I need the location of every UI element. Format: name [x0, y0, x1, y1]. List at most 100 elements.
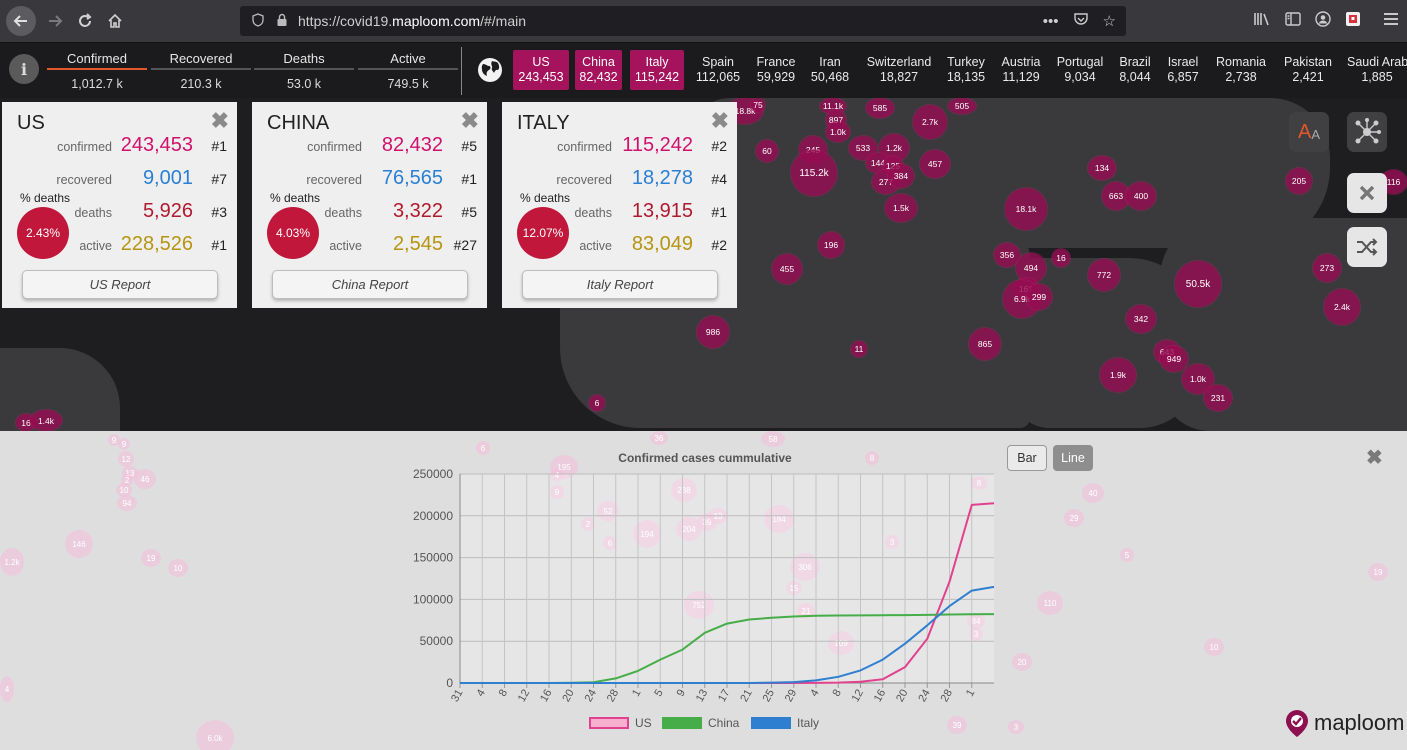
country-austria[interactable]: Austria 11,129 [998, 50, 1044, 90]
row-rank: #5 [461, 204, 477, 220]
close-icon[interactable]: ✖ [210, 108, 229, 133]
map-bubble[interactable]: 50.5k [1175, 261, 1221, 307]
bar-toggle-button[interactable]: Bar [1007, 445, 1047, 471]
map-bubble[interactable]: 6 [589, 395, 605, 411]
close-icon[interactable]: ✖ [1366, 447, 1383, 469]
globe-icon[interactable] [477, 57, 503, 83]
map-bubble[interactable]: 585 [866, 98, 894, 118]
map-bubble[interactable]: 75 [751, 98, 765, 112]
x-tick-label: 5 [652, 688, 665, 699]
country-iran[interactable]: Iran 50,468 [808, 50, 852, 90]
country-pakistan[interactable]: Pakistan 2,421 [1279, 50, 1337, 90]
map-bubble[interactable]: 60 [756, 140, 778, 162]
country-spain[interactable]: Spain 112,065 [694, 50, 742, 90]
clear-selection-button[interactable] [1347, 173, 1387, 213]
hamburger-menu-icon[interactable] [1383, 12, 1399, 30]
map-bubble-faded: 39 [947, 716, 967, 734]
map-bubble[interactable]: 11 [851, 341, 867, 357]
x-tick-label: 17 [716, 688, 733, 705]
library-icon[interactable] [1253, 11, 1271, 31]
map-bubble[interactable]: 1.9k [1100, 358, 1136, 392]
country-switzerland[interactable]: Switzerland 18,827 [864, 50, 934, 90]
country-romania[interactable]: Romania 2,738 [1213, 50, 1269, 90]
map-bubble-faded: 40 [1082, 483, 1104, 503]
pct-deaths-badge: 4.03% [267, 207, 319, 259]
legend-item-china[interactable]: China [662, 715, 739, 731]
url-bar[interactable]: https://covid19.maploom.com/#/main ••• ☆ [240, 6, 1126, 36]
stat-value: 210.3 k [180, 77, 222, 91]
map-bubble[interactable]: 196 [818, 232, 844, 258]
map-bubble[interactable]: 231 [1204, 385, 1232, 411]
country-name: Switzerland [866, 55, 932, 69]
map-bubble[interactable]: 384 [888, 164, 914, 188]
account-icon[interactable] [1315, 11, 1331, 31]
country-china[interactable]: China 82,432 [575, 50, 622, 90]
map-bubble-faded: 58 [761, 431, 785, 447]
country-portugal[interactable]: Portugal 9,034 [1054, 50, 1106, 90]
tab-active[interactable]: Active 749.5 k [358, 43, 458, 99]
close-icon[interactable]: ✖ [710, 108, 729, 133]
map-bubble[interactable]: 400 [1126, 182, 1156, 210]
map-bubble[interactable]: 505 [948, 98, 976, 114]
lock-icon[interactable] [276, 13, 288, 30]
map-bubble-faded: 10 [1204, 638, 1224, 656]
back-arrow-icon[interactable] [6, 6, 36, 36]
map-bubble[interactable]: 115.2k [791, 150, 837, 196]
map-bubble[interactable]: 2.7k [913, 105, 947, 139]
country-us[interactable]: US 243,453 [513, 50, 569, 90]
forward-arrow-icon[interactable] [40, 6, 70, 36]
maploom-logo[interactable]: maploom [1284, 708, 1404, 738]
map-bubble[interactable]: 1.0k [826, 122, 850, 142]
map-bubble-faded: 6 [603, 536, 617, 550]
map-bubble[interactable]: 342 [1126, 305, 1156, 333]
map-bubble[interactable]: 16 [1052, 249, 1070, 267]
shuffle-button[interactable] [1347, 227, 1387, 267]
country-brazil[interactable]: Brazil 8,044 [1115, 50, 1155, 90]
map-bubble[interactable]: 772 [1088, 259, 1120, 291]
reload-icon[interactable] [70, 6, 100, 36]
country-saudi-arabia[interactable]: Saudi Arab 1,885 [1347, 50, 1407, 90]
country-israel[interactable]: Israel 6,857 [1164, 50, 1202, 90]
country-france[interactable]: France 59,929 [752, 50, 800, 90]
tab-recovered[interactable]: Recovered 210.3 k [151, 43, 251, 99]
us-report-button[interactable]: US Report [22, 270, 218, 299]
tab-confirmed[interactable]: Confirmed 1,012.7 k [47, 43, 147, 99]
bookmark-star-icon[interactable]: ☆ [1102, 13, 1116, 30]
map-bubble[interactable]: 2.4k [1324, 289, 1360, 325]
shield-icon[interactable] [252, 12, 264, 30]
map-bubble[interactable]: 1.4k [30, 410, 62, 431]
network-icon [1355, 118, 1381, 144]
map-bubble[interactable]: 356 [994, 243, 1020, 267]
china-report-button[interactable]: China Report [272, 270, 468, 299]
map-bubble[interactable]: 457 [920, 150, 950, 178]
more-options-icon[interactable]: ••• [1042, 12, 1059, 30]
home-icon[interactable] [100, 6, 130, 36]
map-bubble[interactable]: 299 [1026, 284, 1052, 310]
map-bubble[interactable]: 949 [1160, 346, 1188, 372]
map-bubble[interactable]: 18.1k [1005, 188, 1047, 230]
extension-icon[interactable] [1345, 11, 1361, 31]
map-bubble[interactable]: 205 [1286, 168, 1312, 194]
pocket-icon[interactable] [1073, 12, 1089, 30]
map-bubble[interactable]: 865 [969, 328, 1001, 360]
tab-deaths[interactable]: Deaths 53.0 k [254, 43, 354, 99]
line-toggle-button[interactable]: Line [1053, 445, 1093, 471]
country-turkey[interactable]: Turkey 18,135 [944, 50, 988, 90]
italy-report-button[interactable]: Italy Report [522, 270, 718, 299]
legend-item-us[interactable]: US [589, 715, 652, 731]
map-bubble[interactable]: 273 [1313, 254, 1341, 282]
sidebar-icon[interactable] [1285, 11, 1301, 31]
map-bubble[interactable]: 1.5k [885, 194, 917, 222]
map-bubble[interactable]: 134 [1088, 156, 1116, 180]
row-value: 13,915 [631, 200, 693, 222]
map-bubble[interactable]: 986 [697, 316, 729, 348]
network-button[interactable] [1347, 112, 1387, 152]
country-italy[interactable]: Italy 115,242 [630, 50, 684, 90]
info-icon[interactable]: i [9, 54, 39, 84]
card-row-active: active 83,049 #2 [542, 233, 727, 263]
legend-item-italy[interactable]: Italy [751, 715, 819, 731]
map-bubble[interactable]: 663 [1102, 182, 1130, 210]
map-bubble[interactable]: 455 [772, 254, 802, 284]
close-icon[interactable]: ✖ [460, 108, 479, 133]
